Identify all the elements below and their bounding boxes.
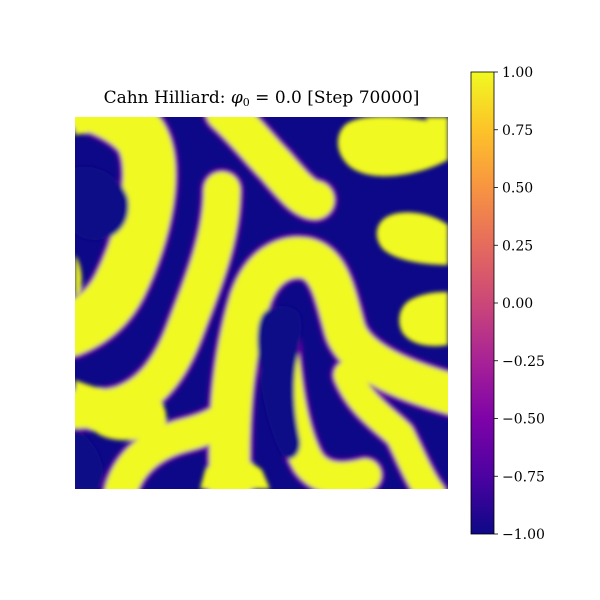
colorbar-tick-label: −0.25 xyxy=(502,354,545,370)
hole-left-upper xyxy=(75,166,129,240)
heatmap-field xyxy=(75,117,448,489)
hole-central xyxy=(257,305,302,460)
colorbar-tick-label: −0.50 xyxy=(502,412,545,428)
domain-right-upper-blob xyxy=(376,212,448,265)
colorbar: 1.00 0.75 0.50 0.25 0.00 −0.25 −0.50 −0.75 −1.00 xyxy=(470,65,545,543)
colorbar-ticks: 1.00 0.75 0.50 0.25 0.00 −0.25 −0.50 −0.75 −1.00 xyxy=(494,65,545,543)
domain-top-right-corner xyxy=(425,117,448,132)
hole-bottom-left xyxy=(75,428,104,489)
title-suffix: = 0.0 [Step 70000] xyxy=(249,88,420,108)
title-prefix: Cahn Hilliard: xyxy=(103,88,231,108)
domain-bottom-center-fill xyxy=(200,458,270,489)
colorbar-tick-label: −0.75 xyxy=(502,469,545,485)
domain-top-left-corner xyxy=(75,117,111,135)
colorbar-tick-label: −1.00 xyxy=(502,527,545,543)
colorbar-tick-label: 0.00 xyxy=(502,296,533,312)
domain-top-right-blob xyxy=(337,117,448,177)
colorbar-tick-label: 0.75 xyxy=(502,123,533,139)
chart-title: Cahn Hilliard: φ0 = 0.0 [Step 70000] xyxy=(75,88,448,109)
colorbar-gradient xyxy=(470,71,495,535)
domain-left-lower-band xyxy=(75,380,167,441)
colorbar-tick-label: 0.25 xyxy=(502,238,533,254)
colorbar-tick-label: 1.00 xyxy=(502,65,533,81)
domain-right-middle-blob xyxy=(399,292,448,347)
domain-left-edge-strip xyxy=(75,255,82,295)
colorbar-tick-label: 0.50 xyxy=(502,181,533,197)
phi-symbol: φ xyxy=(230,88,243,108)
phi-subscript: 0 xyxy=(242,96,250,109)
